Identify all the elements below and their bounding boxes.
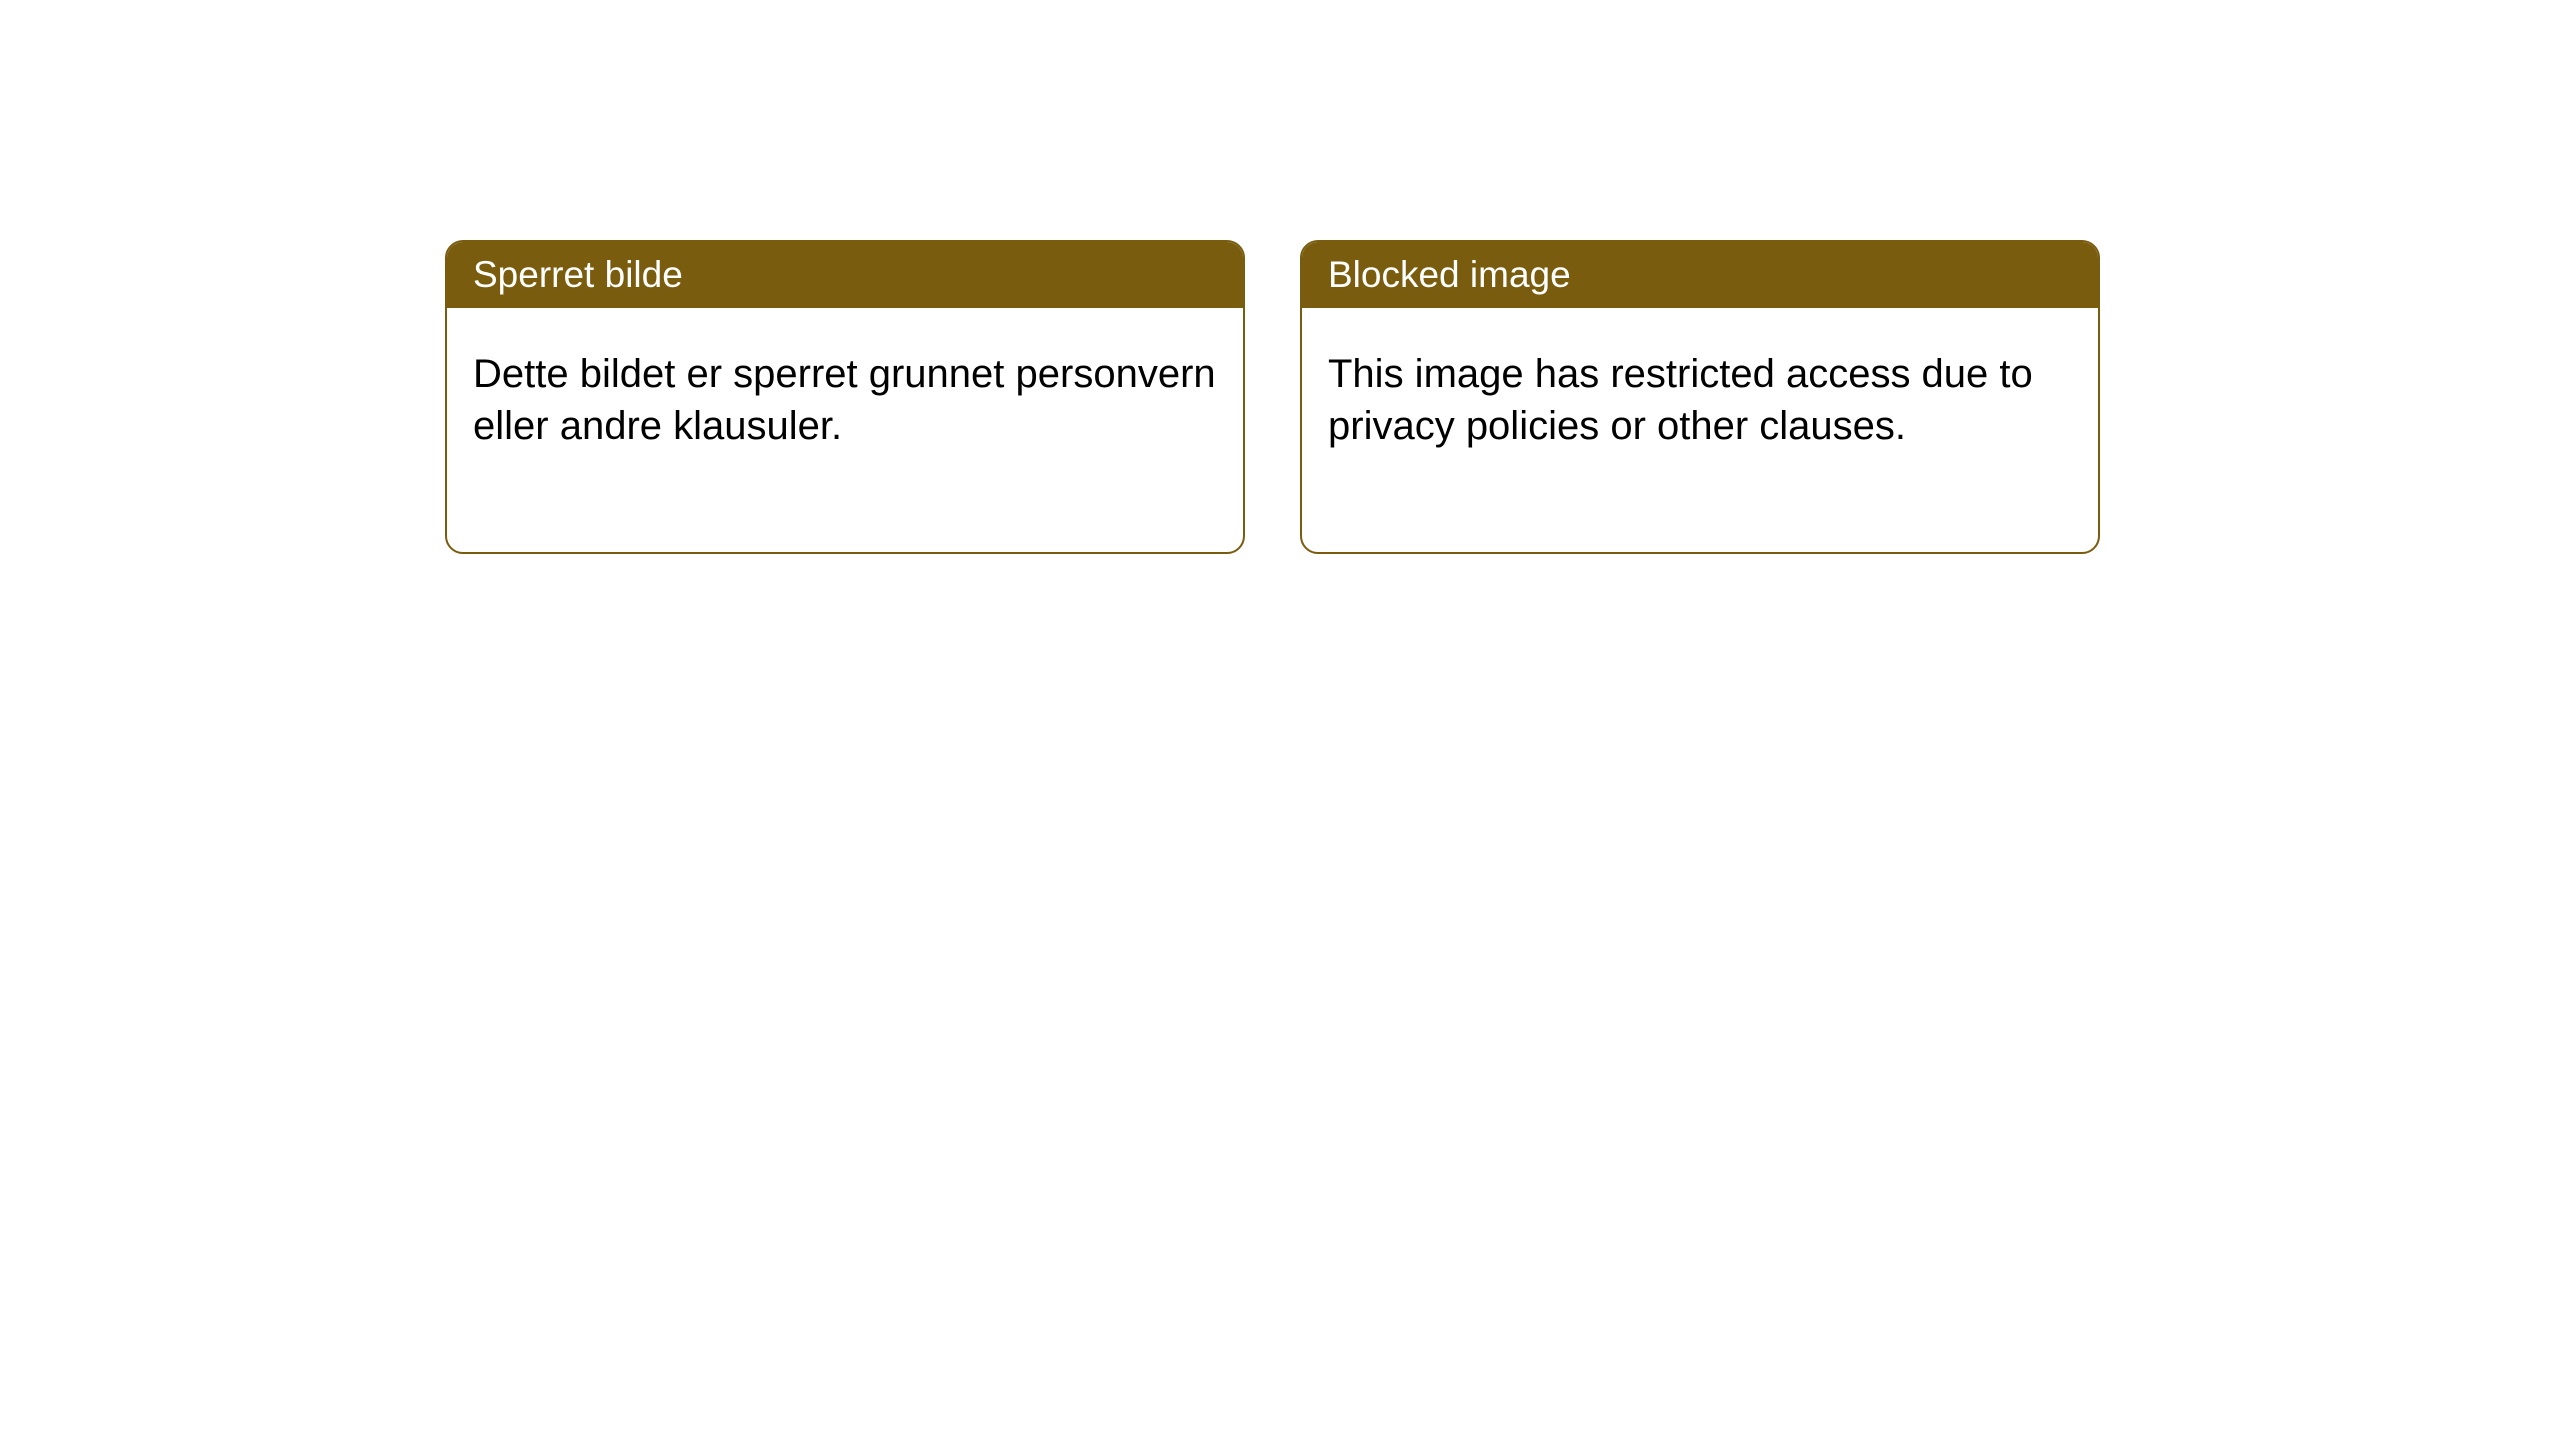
card-body-text: Dette bildet er sperret grunnet personve…: [473, 352, 1216, 448]
card-header: Blocked image: [1302, 242, 2098, 308]
card-body: This image has restricted access due to …: [1302, 308, 2098, 552]
card-header: Sperret bilde: [447, 242, 1243, 308]
notice-card-norwegian: Sperret bilde Dette bildet er sperret gr…: [445, 240, 1245, 554]
notice-cards-container: Sperret bilde Dette bildet er sperret gr…: [445, 240, 2100, 554]
card-title: Sperret bilde: [473, 254, 683, 295]
notice-card-english: Blocked image This image has restricted …: [1300, 240, 2100, 554]
card-body: Dette bildet er sperret grunnet personve…: [447, 308, 1243, 552]
card-body-text: This image has restricted access due to …: [1328, 352, 2033, 448]
card-title: Blocked image: [1328, 254, 1571, 295]
